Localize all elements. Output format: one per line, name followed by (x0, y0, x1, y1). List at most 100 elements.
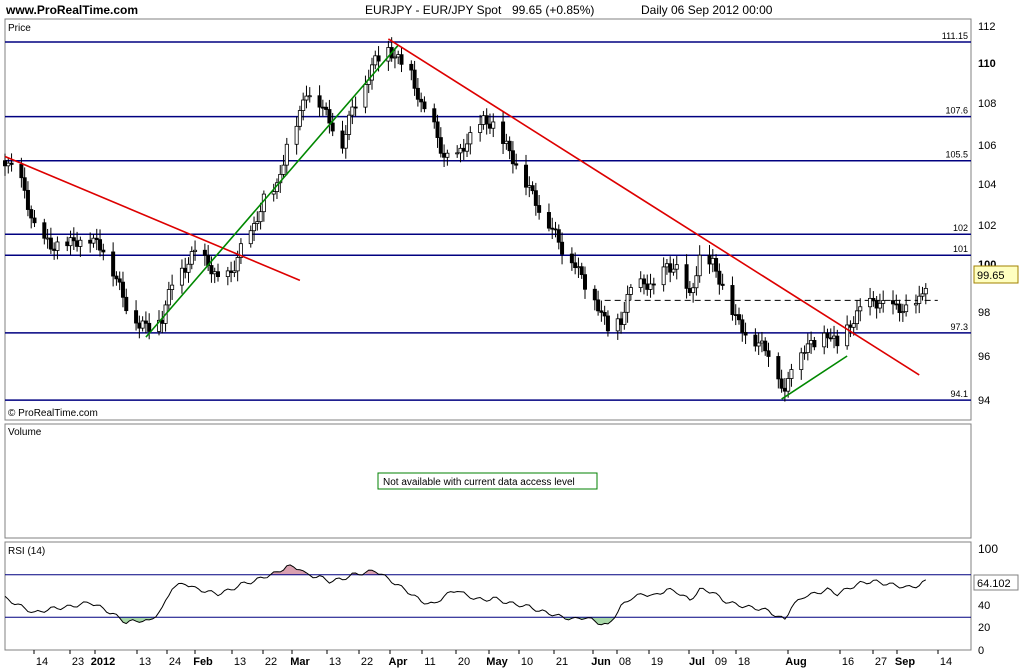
candle-body-12 (55, 241, 60, 251)
candle-body-4 (22, 177, 27, 191)
candle-body-54 (252, 223, 257, 232)
candle-body-185 (851, 323, 856, 328)
candle-body-140 (645, 283, 650, 290)
candle-body-102 (468, 132, 473, 145)
candle-body-118 (546, 212, 551, 229)
candle-body-16 (75, 240, 80, 247)
level-label-2: 105.5 (945, 150, 968, 160)
candle-body-153 (707, 254, 712, 265)
trendline-0[interactable] (4, 155, 301, 282)
candle-body-27 (124, 296, 129, 312)
candle-body-171 (786, 378, 791, 392)
candle-body-113 (524, 164, 529, 188)
candle-body-6 (29, 209, 34, 219)
candle-body-121 (556, 229, 561, 243)
candle-body-2 (9, 162, 14, 165)
rsi-last-marker (973, 574, 1019, 591)
rsi-levels (5, 574, 971, 618)
site-title[interactable]: www.ProRealTime.com (5, 3, 138, 17)
candle-body-104 (481, 115, 486, 125)
candle-body-7 (32, 217, 37, 224)
candle-body-100 (461, 147, 466, 152)
candle-body-111 (510, 150, 515, 165)
candle-body-183 (845, 324, 850, 347)
candle-body-146 (671, 268, 676, 273)
rsi-axis: 100 60 40 20 0 64.102 (973, 542, 1019, 657)
candle-body-92 (422, 101, 427, 110)
trendline-3[interactable] (781, 355, 848, 400)
candle-body-201 (923, 287, 928, 295)
candle-body-18 (88, 239, 93, 244)
candle-body-196 (900, 311, 905, 314)
rsi-tick-0: 0 (978, 645, 984, 657)
candle-body-62 (284, 143, 289, 166)
candle-body-161 (740, 319, 745, 333)
candle-body-72 (330, 122, 335, 132)
candle-body-99 (458, 147, 463, 154)
candle-body-167 (766, 350, 771, 357)
price-tick-94: 94 (978, 395, 990, 407)
candle-body-3 (19, 164, 24, 179)
candle-body-31 (143, 320, 148, 324)
candle-body-29 (137, 322, 142, 329)
rsi-last-value: 64.102 (977, 578, 1011, 590)
candle-body-73 (340, 130, 345, 149)
price-tick-112: 112 (978, 21, 996, 33)
candle-body-106 (487, 123, 492, 129)
candle-body-135 (622, 311, 627, 325)
candle-body-162 (743, 332, 748, 336)
x-tick-label-15: 10 (521, 656, 533, 668)
candle-body-65 (301, 99, 306, 111)
candle-body-198 (913, 303, 918, 306)
level-label-6: 94.1 (950, 389, 968, 399)
x-tick-label-27: 14 (940, 656, 952, 668)
level-label-5: 97.3 (950, 322, 968, 332)
trendline-1[interactable] (145, 44, 399, 338)
candle-body-197 (904, 304, 909, 313)
candle-body-182 (835, 335, 840, 347)
candle-body-14 (68, 237, 73, 247)
candle-body-19 (91, 237, 96, 244)
candle-body-47 (215, 271, 220, 278)
candle-body-95 (438, 137, 443, 154)
candle-body-199 (917, 295, 922, 304)
candle-body-9 (45, 237, 50, 240)
candle-body-122 (560, 241, 565, 255)
candle-body-152 (697, 254, 702, 277)
price-tick-108: 108 (978, 98, 996, 110)
candle-body-33 (157, 319, 162, 332)
candle-body-90 (415, 87, 420, 100)
candle-body-109 (504, 140, 509, 144)
candle-body-150 (691, 287, 696, 294)
x-tick-label-25: 27 (875, 656, 887, 668)
period-readout: Daily 06 Sep 2012 00:00 (641, 3, 773, 17)
candle-body-174 (802, 352, 807, 354)
candle-body-181 (832, 335, 837, 339)
candle-body-50 (232, 270, 237, 273)
price-candles (3, 37, 928, 402)
candle-body-82 (376, 55, 381, 62)
candle-body-86 (396, 54, 401, 58)
x-tick-label-26: Sep (895, 656, 915, 668)
instrument-name: EURJPY - EUR/JPY Spot (365, 3, 502, 17)
x-tick-label-11: Apr (389, 656, 409, 668)
trendline-2[interactable] (387, 38, 920, 376)
candle-body-53 (248, 230, 253, 245)
candle-body-170 (782, 387, 787, 392)
candle-body-105 (484, 115, 489, 125)
price-panel[interactable]: Price © ProRealTime.com 111.15 107.6 105.5… (3, 18, 972, 421)
price-panel-frame (4, 18, 972, 421)
candle-body-13 (65, 241, 70, 247)
candle-body-172 (789, 369, 794, 379)
candle-body-70 (324, 106, 329, 110)
rsi-panel[interactable]: RSI (14) (4, 541, 972, 651)
candle-body-39 (183, 267, 188, 273)
x-tick-label-13: 20 (458, 656, 470, 668)
candle-body-101 (465, 143, 470, 152)
x-tick-label-21: 09 (715, 656, 727, 668)
level-label-4: 101 (953, 244, 968, 254)
candle-body-192 (881, 300, 886, 304)
level-label-3: 102 (953, 223, 968, 233)
level-label-1: 107.6 (945, 106, 968, 116)
volume-panel[interactable]: Volume Not available with current data a… (4, 423, 972, 539)
